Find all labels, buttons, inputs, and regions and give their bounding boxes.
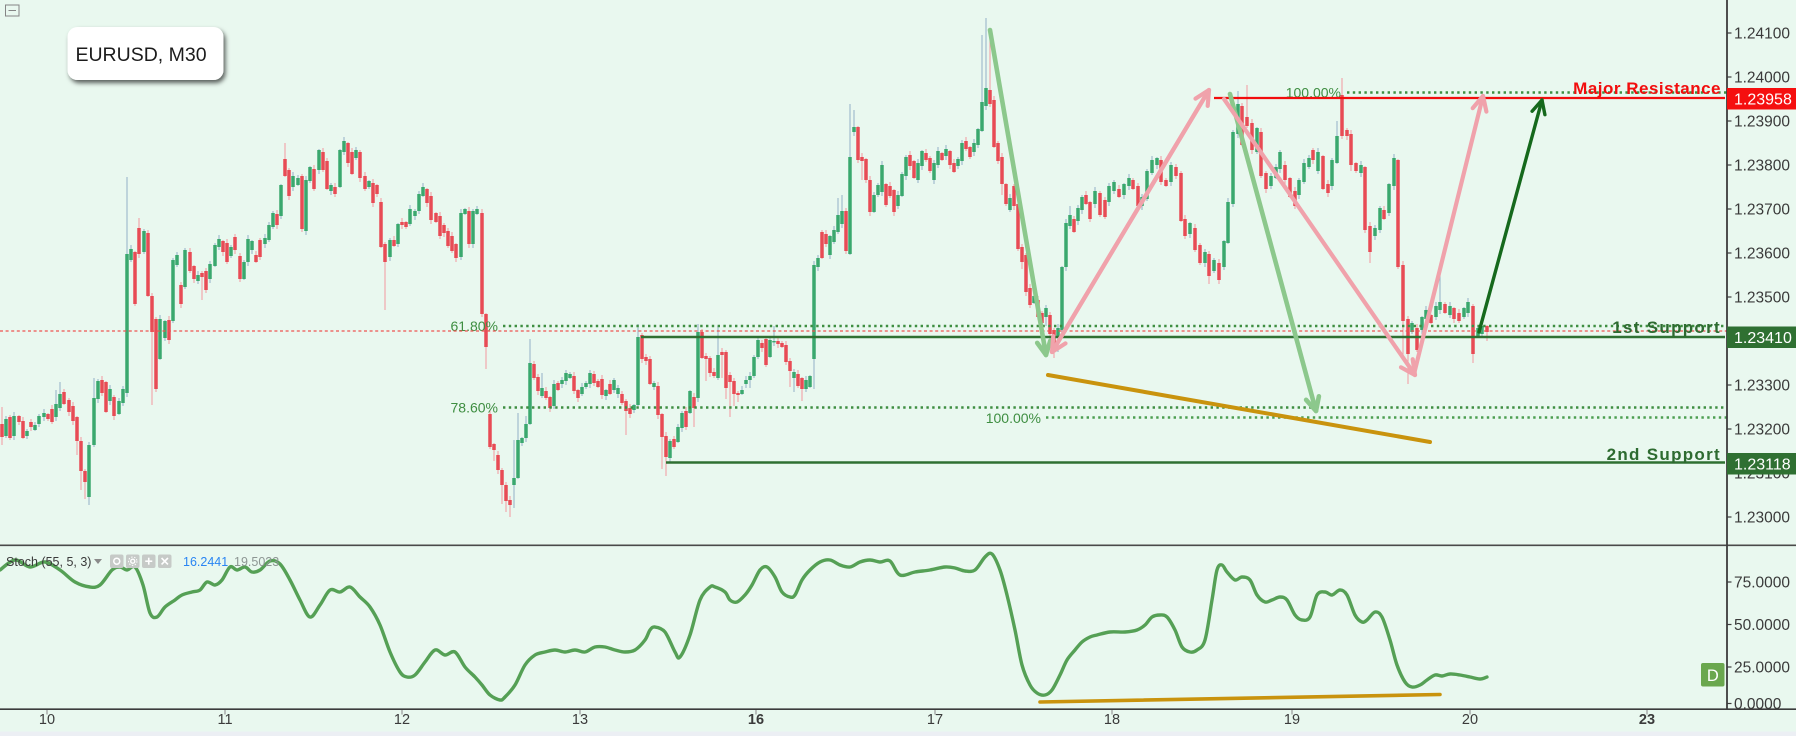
- svg-text:D: D: [1707, 667, 1719, 685]
- svg-text:1.23958: 1.23958: [1734, 92, 1792, 109]
- svg-text:Stoch (55, 5, 3): Stoch (55, 5, 3): [6, 555, 91, 569]
- svg-text:16: 16: [748, 712, 764, 728]
- svg-text:1st Support: 1st Support: [1612, 318, 1721, 337]
- svg-text:61.80%: 61.80%: [451, 318, 498, 334]
- svg-text:13: 13: [572, 712, 588, 728]
- svg-text:23: 23: [1639, 712, 1655, 728]
- svg-text:1.24000: 1.24000: [1734, 70, 1790, 87]
- svg-text:78.60%: 78.60%: [451, 400, 498, 416]
- svg-text:11: 11: [217, 712, 232, 728]
- svg-text:12: 12: [394, 712, 410, 728]
- svg-text:1.23200: 1.23200: [1734, 422, 1790, 439]
- svg-text:25.0000: 25.0000: [1734, 660, 1790, 677]
- svg-text:EURUSD, M30: EURUSD, M30: [75, 44, 206, 66]
- svg-text:1.23118: 1.23118: [1734, 457, 1791, 474]
- svg-text:75.0000: 75.0000: [1734, 575, 1790, 592]
- svg-text:17: 17: [927, 712, 943, 728]
- svg-text:1.23300: 1.23300: [1734, 378, 1790, 395]
- svg-text:2nd Support: 2nd Support: [1607, 445, 1721, 464]
- svg-text:1.23000: 1.23000: [1734, 510, 1790, 527]
- svg-text:1.24100: 1.24100: [1734, 26, 1790, 43]
- svg-text:1.23800: 1.23800: [1734, 158, 1790, 175]
- svg-text:18: 18: [1104, 712, 1120, 728]
- svg-text:19.5023: 19.5023: [234, 555, 279, 569]
- svg-text:19: 19: [1284, 712, 1300, 728]
- svg-text:100.00%: 100.00%: [986, 410, 1041, 426]
- svg-text:1.23700: 1.23700: [1734, 202, 1790, 219]
- svg-text:10: 10: [39, 712, 55, 728]
- svg-text:16.2441: 16.2441: [183, 555, 228, 569]
- svg-text:1.23410: 1.23410: [1734, 330, 1792, 347]
- svg-text:Major Resistance: Major Resistance: [1573, 79, 1721, 98]
- svg-text:1.23600: 1.23600: [1734, 246, 1790, 263]
- svg-text:1.23900: 1.23900: [1734, 114, 1790, 131]
- svg-text:0.0000: 0.0000: [1734, 696, 1782, 713]
- svg-text:100.00%: 100.00%: [1286, 85, 1341, 101]
- svg-text:20: 20: [1462, 712, 1478, 728]
- svg-text:1.23500: 1.23500: [1734, 290, 1790, 307]
- svg-text:50.0000: 50.0000: [1734, 617, 1790, 634]
